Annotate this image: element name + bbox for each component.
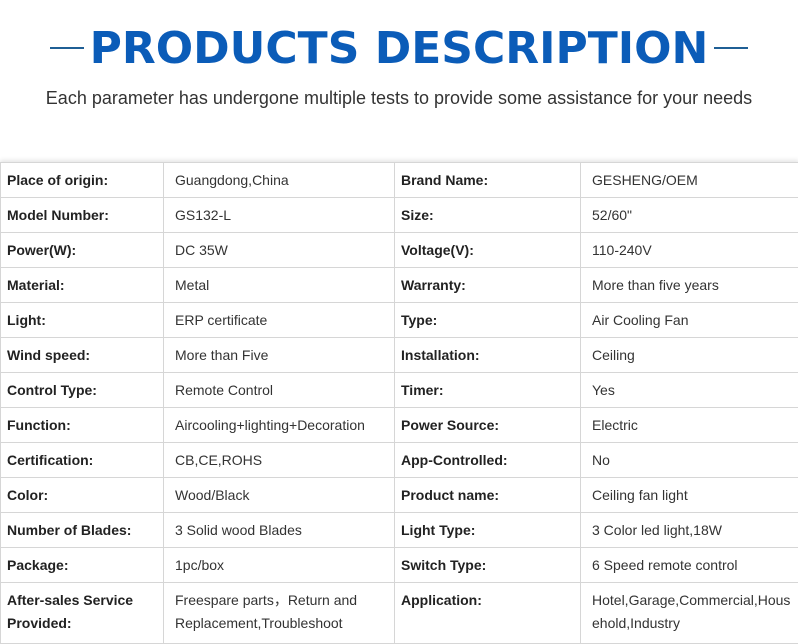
table-row: After-sales Service Provided:Freespare p… bbox=[1, 583, 798, 644]
spec-value: Wood/Black bbox=[164, 478, 395, 513]
spec-value: 6 Speed remote control bbox=[581, 548, 798, 583]
spec-label: Power(W): bbox=[1, 233, 164, 268]
spec-value: Ceiling bbox=[581, 338, 798, 373]
spec-label: Package: bbox=[1, 548, 164, 583]
spec-value: 110-240V bbox=[581, 233, 798, 268]
spec-value: Aircooling+lighting+Decoration bbox=[164, 408, 395, 443]
spec-label: Voltage(V): bbox=[395, 233, 581, 268]
spec-label: Switch Type: bbox=[395, 548, 581, 583]
spec-value: No bbox=[581, 443, 798, 478]
spec-label: Certification: bbox=[1, 443, 164, 478]
spec-label: Color: bbox=[1, 478, 164, 513]
spec-value: Guangdong,China bbox=[164, 163, 395, 198]
spec-value: Ceiling fan light bbox=[581, 478, 798, 513]
spec-label: After-sales Service Provided: bbox=[1, 583, 164, 644]
spec-value: Air Cooling Fan bbox=[581, 303, 798, 338]
section-header: PRODUCTS DESCRIPTION bbox=[0, 18, 798, 78]
spec-value: Remote Control bbox=[164, 373, 395, 408]
spec-label: Power Source: bbox=[395, 408, 581, 443]
spec-value: CB,CE,ROHS bbox=[164, 443, 395, 478]
spec-label: Brand Name: bbox=[395, 163, 581, 198]
spec-value: Yes bbox=[581, 373, 798, 408]
spec-label: App-Controlled: bbox=[395, 443, 581, 478]
spec-label: Control Type: bbox=[1, 373, 164, 408]
spec-label: Size: bbox=[395, 198, 581, 233]
spec-value: GS132-L bbox=[164, 198, 395, 233]
spec-value: Freespare parts，Return and Replacement,T… bbox=[164, 583, 395, 644]
spec-label: Timer: bbox=[395, 373, 581, 408]
spec-value: DC 35W bbox=[164, 233, 395, 268]
spec-label: Product name: bbox=[395, 478, 581, 513]
spec-label: Light: bbox=[1, 303, 164, 338]
spec-label: Wind speed: bbox=[1, 338, 164, 373]
spec-value: 1pc/box bbox=[164, 548, 395, 583]
spec-label: Model Number: bbox=[1, 198, 164, 233]
page-title: PRODUCTS DESCRIPTION bbox=[90, 23, 709, 74]
left-divider bbox=[50, 47, 84, 49]
spec-value: Electric bbox=[581, 408, 798, 443]
spec-label: Material: bbox=[1, 268, 164, 303]
right-divider bbox=[714, 47, 748, 49]
spec-value: Metal bbox=[164, 268, 395, 303]
spec-value: More than Five bbox=[164, 338, 395, 373]
spec-label: Warranty: bbox=[395, 268, 581, 303]
spec-label: Function: bbox=[1, 408, 164, 443]
spec-label: Light Type: bbox=[395, 513, 581, 548]
spec-label: Installation: bbox=[395, 338, 581, 373]
spec-value: 3 Color led light,18W bbox=[581, 513, 798, 548]
spec-label: Place of origin: bbox=[1, 163, 164, 198]
spec-value: GESHENG/OEM bbox=[581, 163, 798, 198]
spec-label: Number of Blades: bbox=[1, 513, 164, 548]
spec-value: Hotel,Garage,Commercial,Household,Indust… bbox=[581, 583, 798, 644]
spec-value: ERP certificate bbox=[164, 303, 395, 338]
spec-label: Application: bbox=[395, 583, 581, 644]
page-subtitle: Each parameter has undergone multiple te… bbox=[0, 88, 798, 109]
spec-label: Type: bbox=[395, 303, 581, 338]
spec-value: 52/60" bbox=[581, 198, 798, 233]
spec-value: More than five years bbox=[581, 268, 798, 303]
spec-value: 3 Solid wood Blades bbox=[164, 513, 395, 548]
